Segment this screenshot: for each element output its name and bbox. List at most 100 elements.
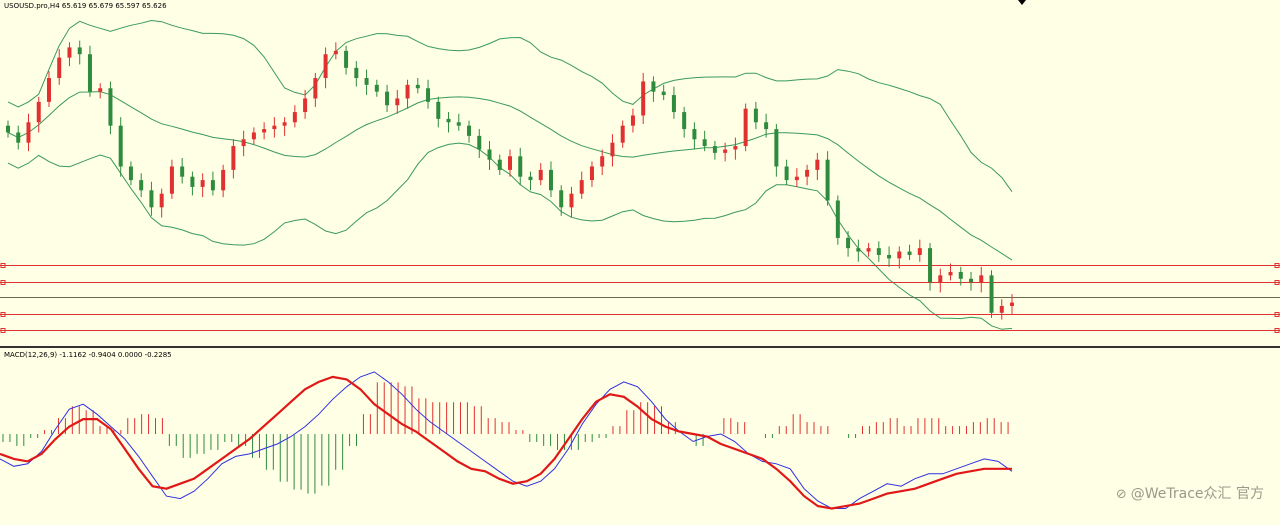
symbol-title: USOUSD.pro,H4 — [4, 2, 60, 10]
watermark: ⊘ @WeTrace众汇 官方 — [1116, 483, 1264, 503]
bollinger-upper — [7, 19, 1013, 192]
watermark-text: @WeTrace众汇 官方 — [1130, 486, 1264, 502]
candle-body — [969, 278, 974, 283]
candle-body — [958, 271, 963, 279]
candle-body — [446, 118, 451, 123]
candle-body — [98, 88, 103, 92]
candle-body — [323, 54, 328, 79]
candle-body — [518, 156, 523, 177]
candle-body — [835, 200, 840, 238]
candle-body — [784, 166, 789, 181]
candle-body — [57, 57, 62, 79]
horizontal-levels — [0, 263, 1280, 333]
candle-body — [610, 142, 615, 157]
candle-body — [169, 166, 174, 194]
level-handle — [1274, 263, 1280, 268]
candle-body — [77, 47, 82, 55]
macd-line — [0, 371, 1013, 509]
candle-body — [815, 159, 820, 170]
candle-body — [856, 248, 861, 252]
candle-body — [559, 190, 564, 208]
candle-body — [938, 275, 943, 283]
candle-body — [313, 78, 318, 99]
candle-body — [825, 159, 830, 201]
candle-body — [979, 275, 984, 283]
candle-body — [272, 125, 277, 130]
candle-body — [190, 176, 195, 187]
candle-body — [948, 271, 953, 276]
candle-body — [467, 125, 472, 136]
candle-body — [682, 112, 687, 130]
candle-body — [210, 180, 215, 191]
candle-body — [712, 146, 717, 153]
macd-lines — [0, 371, 1013, 510]
candle-body — [364, 78, 369, 85]
candle-body — [589, 166, 594, 181]
level-handle — [0, 328, 6, 333]
candle-body — [303, 98, 308, 113]
candle-body — [108, 88, 113, 126]
candle-body — [36, 101, 41, 123]
candle-body — [794, 176, 799, 181]
candle-body — [344, 50, 349, 68]
candle-body — [251, 132, 256, 140]
candle-body — [405, 84, 410, 99]
candle-body — [733, 146, 738, 150]
candle-body — [753, 108, 758, 123]
shift-marker-icon — [1018, 0, 1026, 5]
candle-body — [333, 50, 338, 55]
candle-body — [67, 47, 72, 58]
candle-body — [200, 180, 205, 187]
candles — [6, 40, 1014, 320]
candle-body — [26, 122, 31, 143]
candle-body — [702, 139, 707, 147]
candle-body — [548, 169, 553, 191]
candle-body — [928, 248, 933, 283]
candle-body — [579, 180, 584, 194]
macd-label: MACD(12,26,9) -1.1162 -0.9404 0.0000 -0.… — [4, 351, 172, 359]
level-handle — [0, 312, 6, 317]
candle-body — [436, 101, 441, 119]
symbol-label: USOUSD.pro,H4 65.619 65.679 65.597 65.62… — [4, 2, 167, 10]
candle-body — [262, 129, 267, 133]
candle-body — [661, 91, 666, 96]
candle-body — [149, 190, 154, 208]
candle-body — [907, 251, 912, 255]
candle-body — [374, 84, 379, 92]
bollinger-middle — [7, 91, 1013, 261]
candle-body — [528, 176, 533, 181]
candle-body — [743, 108, 748, 147]
candle-body — [630, 115, 635, 126]
candle-body — [426, 88, 431, 102]
candle-body — [999, 305, 1004, 313]
candle-body — [538, 169, 543, 181]
level-handle — [1274, 280, 1280, 285]
candle-body — [456, 122, 461, 126]
candle-body — [917, 248, 922, 255]
candle-body — [876, 248, 881, 255]
level-handle — [1274, 312, 1280, 317]
candle-body — [692, 129, 697, 140]
candle-body — [128, 166, 133, 181]
candle-body — [221, 169, 226, 191]
candle-body — [1010, 302, 1014, 306]
candle-body — [415, 84, 420, 89]
candle-body — [774, 129, 779, 167]
candle-body — [385, 91, 390, 106]
candle-body — [16, 132, 21, 143]
candle-body — [487, 149, 492, 160]
candle-body — [497, 159, 502, 170]
candle-body — [887, 254, 892, 259]
candle-body — [354, 67, 359, 79]
candle-body — [989, 275, 994, 313]
candle-body — [241, 139, 246, 147]
ohlc-readout: 65.619 65.679 65.597 65.626 — [61, 2, 167, 10]
candle-body — [118, 125, 123, 167]
candle-body — [282, 122, 287, 126]
candle-body — [180, 166, 185, 177]
candle-body — [477, 135, 482, 150]
candle-body — [139, 180, 144, 191]
level-handle — [0, 263, 6, 268]
